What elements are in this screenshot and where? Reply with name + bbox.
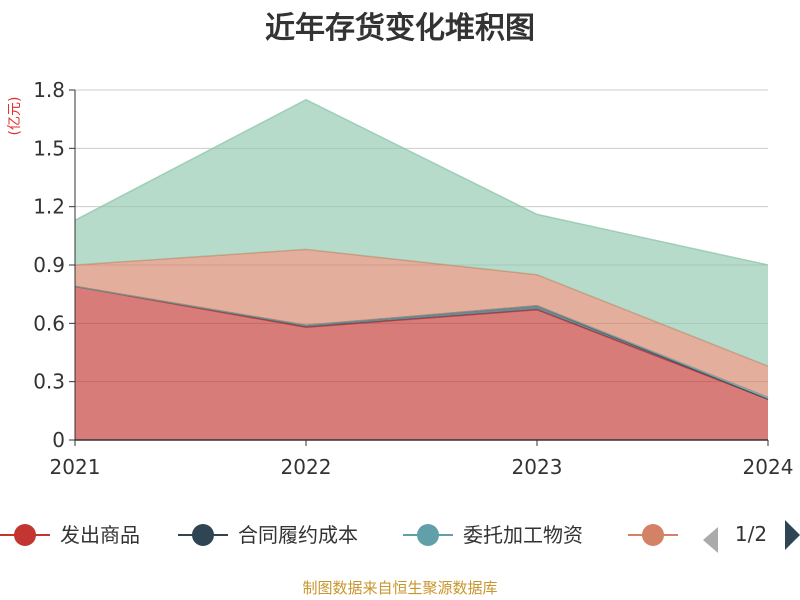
legend-label: 委托加工物资 bbox=[463, 523, 583, 547]
legend-marker-icon bbox=[417, 524, 439, 546]
y-axis-unit-label: (亿元) bbox=[7, 97, 23, 136]
legend-item-4[interactable] bbox=[628, 524, 678, 546]
axes: 0 0.3 0.6 0.9 1.2 1.5 1.8 2021 2022 2023 2024 bbox=[33, 78, 793, 479]
area-series-5 bbox=[75, 99, 768, 367]
y-tick-label: 0.3 bbox=[33, 370, 65, 394]
area-series-4 bbox=[75, 249, 768, 398]
legend-prev-page-icon[interactable] bbox=[703, 527, 718, 553]
legend-label: 合同履约成本 bbox=[238, 523, 358, 547]
y-tick-label: 1.5 bbox=[33, 136, 65, 160]
legend-item-2[interactable]: 合同履约成本 bbox=[178, 523, 358, 547]
x-tick-label: 2021 bbox=[50, 455, 101, 479]
area-series-1 bbox=[75, 286, 768, 440]
legend-item-3[interactable]: 委托加工物资 bbox=[403, 523, 583, 547]
legend-marker-icon bbox=[14, 524, 36, 546]
x-tick-label: 2024 bbox=[743, 455, 794, 479]
area-series bbox=[74, 98, 769, 440]
y-tick-label: 0.9 bbox=[33, 253, 65, 277]
y-tick-label: 1.8 bbox=[33, 78, 65, 102]
legend: 发出商品 合同履约成本 委托加工物资 bbox=[0, 523, 678, 547]
y-tick-label: 0 bbox=[52, 428, 65, 452]
legend-label: 发出商品 bbox=[60, 523, 140, 547]
legend-item-1[interactable]: 发出商品 bbox=[0, 523, 140, 547]
legend-marker-icon bbox=[642, 524, 664, 546]
chart-title: 近年存货变化堆积图 bbox=[265, 11, 535, 46]
y-tick-label: 0.6 bbox=[33, 311, 65, 335]
legend-next-page-icon[interactable] bbox=[785, 520, 800, 550]
legend-marker-icon bbox=[192, 524, 214, 546]
x-tick-label: 2022 bbox=[281, 455, 332, 479]
x-tick-label: 2023 bbox=[512, 455, 563, 479]
y-tick-label: 1.2 bbox=[33, 195, 65, 219]
data-source-note: 制图数据来自恒生聚源数据库 bbox=[302, 579, 497, 597]
area-line-series-5 bbox=[74, 98, 769, 266]
legend-page-indicator: 1/2 bbox=[735, 522, 767, 546]
